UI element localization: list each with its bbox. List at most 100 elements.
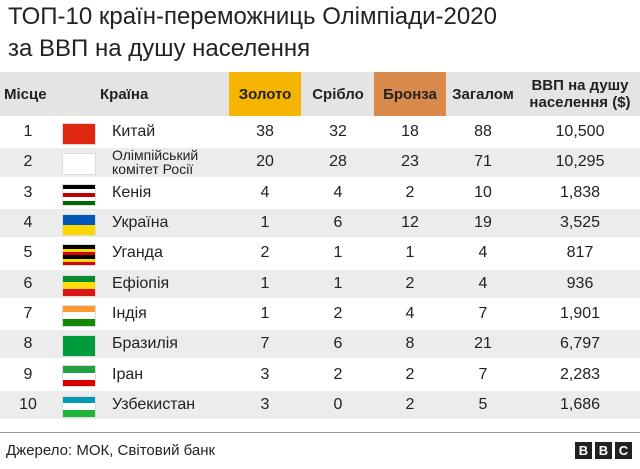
cell-value: 19	[474, 214, 492, 232]
title-line: за ВВП на душу населення	[8, 35, 311, 62]
flag-stripe	[63, 288, 95, 296]
flag-stripe	[63, 336, 95, 357]
column-header: Країна	[100, 85, 149, 103]
flag-stripe	[63, 261, 95, 266]
table-row	[0, 269, 640, 298]
cell-value: 4	[260, 183, 270, 201]
country: Ефіопія	[112, 270, 232, 298]
cell-value: 1	[333, 244, 343, 262]
column-header: Місце	[4, 85, 47, 103]
flag-stripe	[63, 154, 95, 175]
flag	[62, 304, 96, 327]
country-line: Ефіопія	[112, 274, 170, 292]
table-row	[0, 118, 640, 147]
cell-value: 1,838	[559, 183, 601, 201]
country: Іран	[112, 360, 232, 388]
cell-value: 23	[401, 153, 419, 171]
cell-value: 1	[405, 244, 415, 262]
rule	[0, 432, 640, 433]
cell-value: 2	[405, 274, 415, 292]
logo-letter: B	[575, 442, 592, 459]
flag-stripe	[63, 224, 95, 235]
country-line: Китай	[112, 123, 156, 141]
country-line: Олімпійський	[112, 147, 199, 164]
country: Бразилія	[112, 330, 232, 358]
flag-stripe	[63, 184, 95, 189]
country: Узбекистан	[112, 391, 232, 419]
header-line: населення ($)	[529, 94, 631, 111]
cell-value: 817	[566, 244, 594, 262]
country: Кенія	[112, 179, 232, 207]
cell-value: 936	[566, 274, 594, 292]
cell-value: 71	[474, 153, 492, 171]
rank: 6	[23, 274, 33, 292]
flag-stripe	[63, 196, 95, 201]
cell-value: 3	[260, 365, 270, 383]
logo-letter: C	[615, 442, 632, 459]
rank: 1	[23, 123, 33, 141]
logo-letter: B	[595, 442, 612, 459]
table-row	[0, 299, 640, 329]
rank: 5	[23, 244, 33, 262]
column-header: Бронза	[374, 72, 446, 116]
cell-value: 10	[474, 183, 492, 201]
cell-value: 4	[478, 274, 488, 292]
flag	[62, 365, 96, 388]
cell-value: 21	[474, 335, 492, 353]
cell-value: 7	[478, 304, 488, 322]
column-header: ВВП на душу населення ($)	[520, 72, 640, 116]
country-line: Україна	[112, 214, 169, 232]
table-row	[0, 360, 640, 389]
country: Китай	[112, 118, 232, 146]
cell-value: 2	[405, 395, 415, 413]
flag	[62, 123, 96, 145]
cell-value: 6	[333, 214, 343, 232]
flag-stripe	[63, 124, 95, 144]
country-line: Узбекистан	[112, 395, 196, 413]
rank: 9	[23, 365, 33, 383]
flag-stripe	[63, 373, 95, 380]
flag	[62, 153, 96, 176]
cell-value: 2	[333, 304, 343, 322]
cell-value: 2	[260, 244, 270, 262]
cell-value: 12	[401, 214, 419, 232]
flag-stripe	[63, 188, 95, 193]
cell-value: 3	[260, 395, 270, 413]
cell-value: 1,901	[559, 304, 601, 322]
flag	[62, 274, 96, 297]
flag-stripe	[63, 258, 95, 262]
cell-value: 1	[260, 304, 270, 322]
table-row	[0, 330, 640, 359]
flag	[62, 244, 96, 267]
flag-stripe	[63, 305, 95, 313]
flag-stripe	[63, 366, 95, 374]
cell-value: 1	[333, 274, 343, 292]
flag-stripe	[63, 192, 95, 197]
source: Джерело: МОК, Світовий банк	[6, 442, 216, 459]
flag-stripe	[63, 255, 95, 259]
cell-value: 3,525	[559, 214, 601, 232]
cell-value: 2	[405, 365, 415, 383]
column-header: Загалом	[452, 85, 514, 103]
country-line: Уганда	[112, 244, 163, 262]
rank: 4	[23, 214, 33, 232]
cell-value: 1	[260, 274, 270, 292]
cell-value: 7	[478, 365, 488, 383]
flag-stripe	[63, 214, 95, 225]
cell-value: 28	[329, 153, 347, 171]
country-line: комітет Росії	[112, 161, 194, 178]
flag-stripe	[63, 245, 95, 249]
cell-value: 88	[474, 123, 492, 141]
rank: 2	[23, 153, 33, 171]
table-row	[0, 390, 640, 419]
rank: 7	[23, 304, 33, 322]
cell-value: 10,295	[555, 153, 605, 171]
flag	[62, 213, 96, 236]
table-row	[0, 208, 640, 238]
cell-value: 5	[478, 395, 488, 413]
cell-value: 4	[405, 304, 415, 322]
country-line: Кенія	[112, 183, 152, 201]
table-row	[0, 148, 640, 177]
cell-value: 1	[260, 214, 270, 232]
